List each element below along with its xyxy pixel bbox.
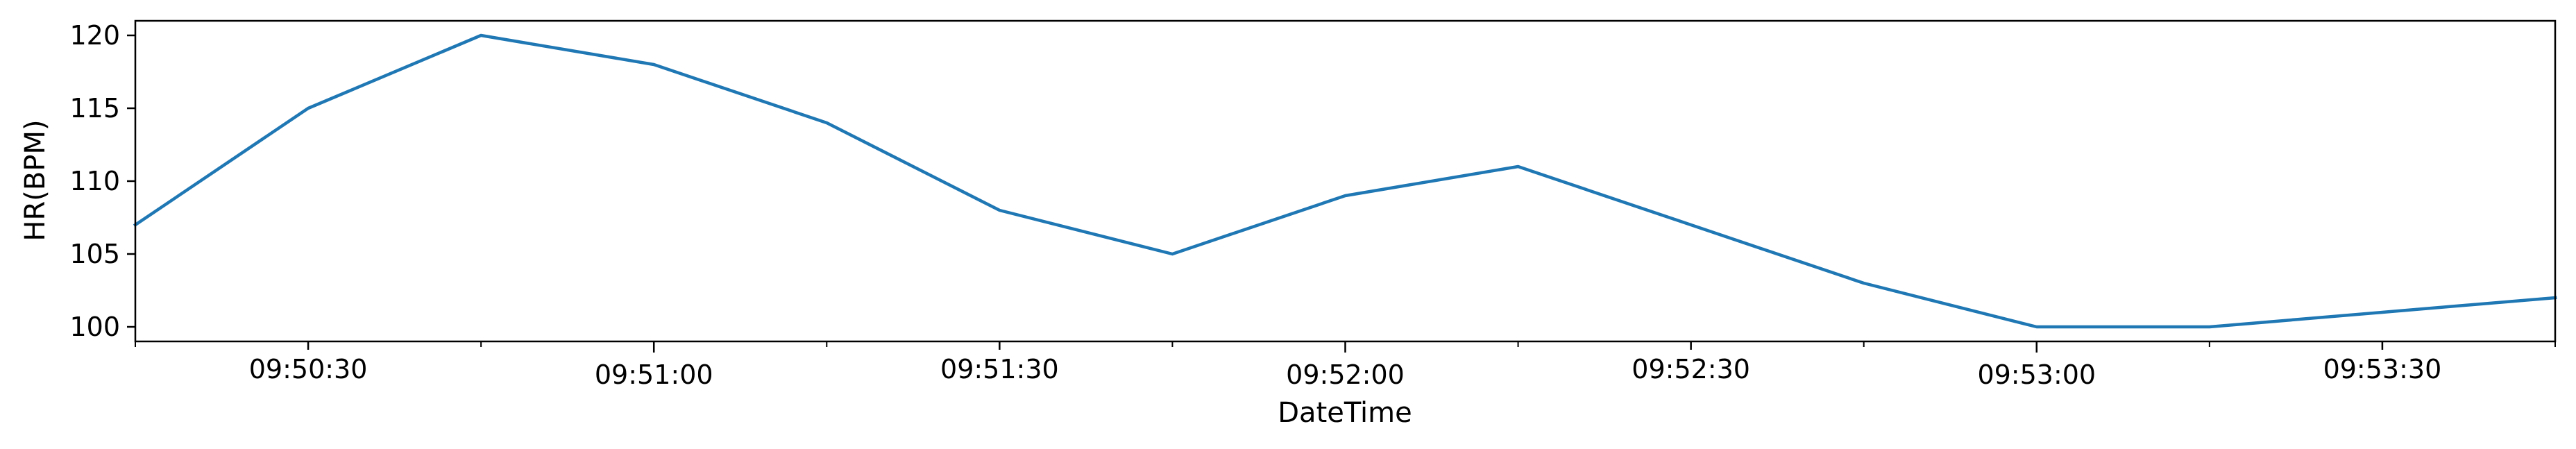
y-tick-label: 115 bbox=[69, 93, 120, 124]
axes: 100 105 110 115 120 09:50:30 09:51:00 09:51:30 0… bbox=[69, 19, 2557, 390]
x-tick-label: 09:52:30 bbox=[1632, 354, 1750, 384]
y-axis-label: HR(BPM) bbox=[19, 119, 51, 241]
x-tick-label: 09:53:00 bbox=[1977, 359, 2096, 390]
y-tick-label: 100 bbox=[69, 312, 120, 342]
x-tick-label: 09:53:30 bbox=[2323, 354, 2442, 384]
plot-area bbox=[133, 33, 2557, 329]
axes-frame bbox=[134, 19, 2557, 343]
x-tick-label: 09:51:30 bbox=[940, 354, 1059, 384]
x-tick-label: 09:52:00 bbox=[1286, 359, 1405, 390]
y-tick-label: 105 bbox=[69, 239, 120, 269]
x-tick-label: 09:50:30 bbox=[249, 354, 368, 384]
y-tick-label: 120 bbox=[69, 20, 120, 51]
x-tick-label: 09:51:00 bbox=[595, 359, 713, 390]
x-axis-label: DateTime bbox=[1278, 397, 1412, 429]
series-line bbox=[133, 33, 2557, 329]
y-tick-label: 110 bbox=[69, 166, 120, 196]
